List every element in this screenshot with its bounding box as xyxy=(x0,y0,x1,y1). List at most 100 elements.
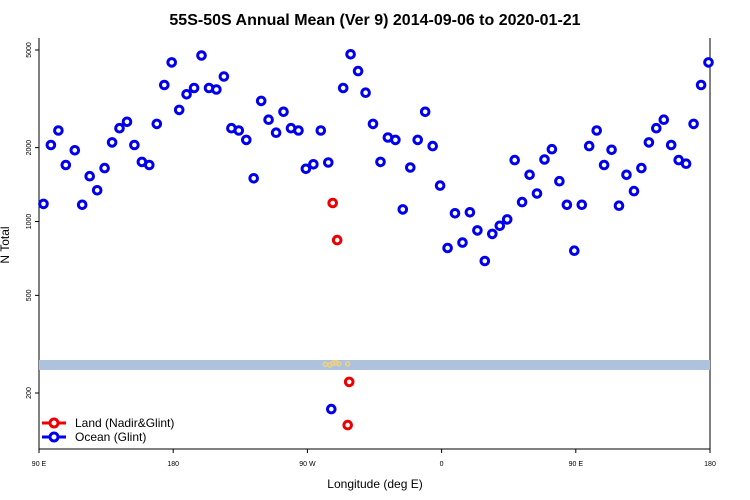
ocean-point xyxy=(494,220,506,232)
x-axis-label: Longitude (deg E) xyxy=(327,477,422,491)
ocean-point xyxy=(188,82,200,94)
land-point xyxy=(343,376,355,388)
ocean-point xyxy=(241,134,252,146)
y-tick-label: 1000 xyxy=(26,214,33,230)
plot-area xyxy=(38,38,711,450)
land-point xyxy=(327,197,339,209)
ocean-point xyxy=(606,144,617,156)
x-tick-label: 180 xyxy=(704,461,716,468)
ocean-point xyxy=(375,156,386,168)
ocean-point xyxy=(99,162,110,174)
chart-title: 55S-50S Annual Mean (Ver 9) 2014-09-06 t… xyxy=(169,12,580,29)
ocean-point xyxy=(173,104,185,116)
ocean-point xyxy=(419,106,431,118)
ocean-point xyxy=(263,114,274,125)
ocean-point xyxy=(412,134,424,146)
ocean-point xyxy=(539,154,550,165)
ocean-point xyxy=(613,200,625,211)
legend-land-label: Land (Nadir&Glint) xyxy=(75,416,174,430)
ocean-point xyxy=(248,173,259,184)
ocean-point xyxy=(554,175,565,187)
ocean-point xyxy=(703,57,714,68)
ocean-point xyxy=(360,87,371,98)
ocean-point xyxy=(151,118,163,130)
ocean-point xyxy=(218,71,230,82)
y-axis-label: N Total xyxy=(0,226,12,263)
x-tick-label: 0 xyxy=(440,461,444,468)
legend: Land (Nadir&Glint) Ocean (Glint) xyxy=(42,416,174,444)
ocean-point xyxy=(501,214,513,225)
ocean-point xyxy=(472,225,483,236)
ocean-point xyxy=(658,114,670,125)
ocean-point xyxy=(293,125,304,136)
ocean-point xyxy=(129,139,140,151)
ocean-point xyxy=(233,125,245,136)
ocean-point xyxy=(345,49,356,60)
ocean-point xyxy=(621,169,632,181)
ocean-point xyxy=(76,199,88,211)
ocean-point xyxy=(583,140,595,152)
x-tick-label: 90 E xyxy=(32,461,47,468)
ocean-point xyxy=(628,185,640,197)
ocean-point xyxy=(121,116,133,128)
ocean-point xyxy=(695,79,707,91)
ocean-point xyxy=(636,162,647,174)
ocean-point xyxy=(53,125,64,136)
ocean-point xyxy=(308,159,319,170)
ocean-point xyxy=(390,134,401,146)
ocean-point xyxy=(449,208,461,219)
ocean-point xyxy=(38,198,49,210)
ocean-point xyxy=(576,199,588,211)
land-point xyxy=(331,234,343,246)
y-tick-label: 5000 xyxy=(26,42,33,58)
ocean-point xyxy=(561,199,573,211)
x-tick-label: 90 W xyxy=(299,461,316,468)
ocean-point xyxy=(337,82,349,94)
ocean-point xyxy=(270,127,282,138)
ocean-point xyxy=(546,143,558,155)
legend-land-marker xyxy=(48,417,60,429)
ocean-point xyxy=(326,403,337,415)
ocean-point xyxy=(352,65,364,77)
ocean-point xyxy=(397,204,409,215)
y-tick-label: 2000 xyxy=(26,140,33,156)
x-tick-label: 90 E xyxy=(569,461,584,468)
ocean-point xyxy=(651,122,662,134)
y-tick-label: 500 xyxy=(26,289,33,301)
ocean-point xyxy=(509,154,521,166)
ocean-point xyxy=(367,118,379,130)
band-marker xyxy=(344,361,351,367)
series-ocean xyxy=(38,49,714,415)
ocean-point xyxy=(278,106,289,118)
x-axis: 90 E 180 90 W 0 90 E 180 xyxy=(32,449,716,468)
x-tick-label: 180 xyxy=(167,461,179,468)
ocean-point xyxy=(315,125,327,136)
land-point xyxy=(342,419,354,431)
land-mask-band xyxy=(39,360,710,370)
ocean-point xyxy=(434,180,446,191)
ocean-point xyxy=(114,122,125,134)
ocean-point xyxy=(196,50,207,61)
ocean-point xyxy=(665,139,677,151)
ocean-point xyxy=(531,188,543,199)
y-tick-label: 200 xyxy=(26,387,33,399)
ocean-point xyxy=(487,228,498,240)
ocean-point xyxy=(516,196,528,208)
ocean-point xyxy=(464,207,476,218)
ocean-point xyxy=(144,159,155,171)
ocean-point xyxy=(680,158,692,169)
ocean-point xyxy=(442,242,453,254)
ocean-point xyxy=(524,169,535,181)
ocean-point xyxy=(569,245,580,256)
ocean-point xyxy=(479,255,491,267)
legend-ocean-label: Ocean (Glint) xyxy=(75,430,146,444)
y-axis: 200 500 1000 2000 5000 xyxy=(26,42,39,399)
ocean-point xyxy=(91,185,103,196)
ocean-point xyxy=(84,170,95,182)
band-marker xyxy=(335,361,342,367)
ocean-point xyxy=(591,125,603,136)
ocean-point xyxy=(457,237,468,248)
series-layer xyxy=(38,49,714,431)
band-marker xyxy=(329,360,336,367)
